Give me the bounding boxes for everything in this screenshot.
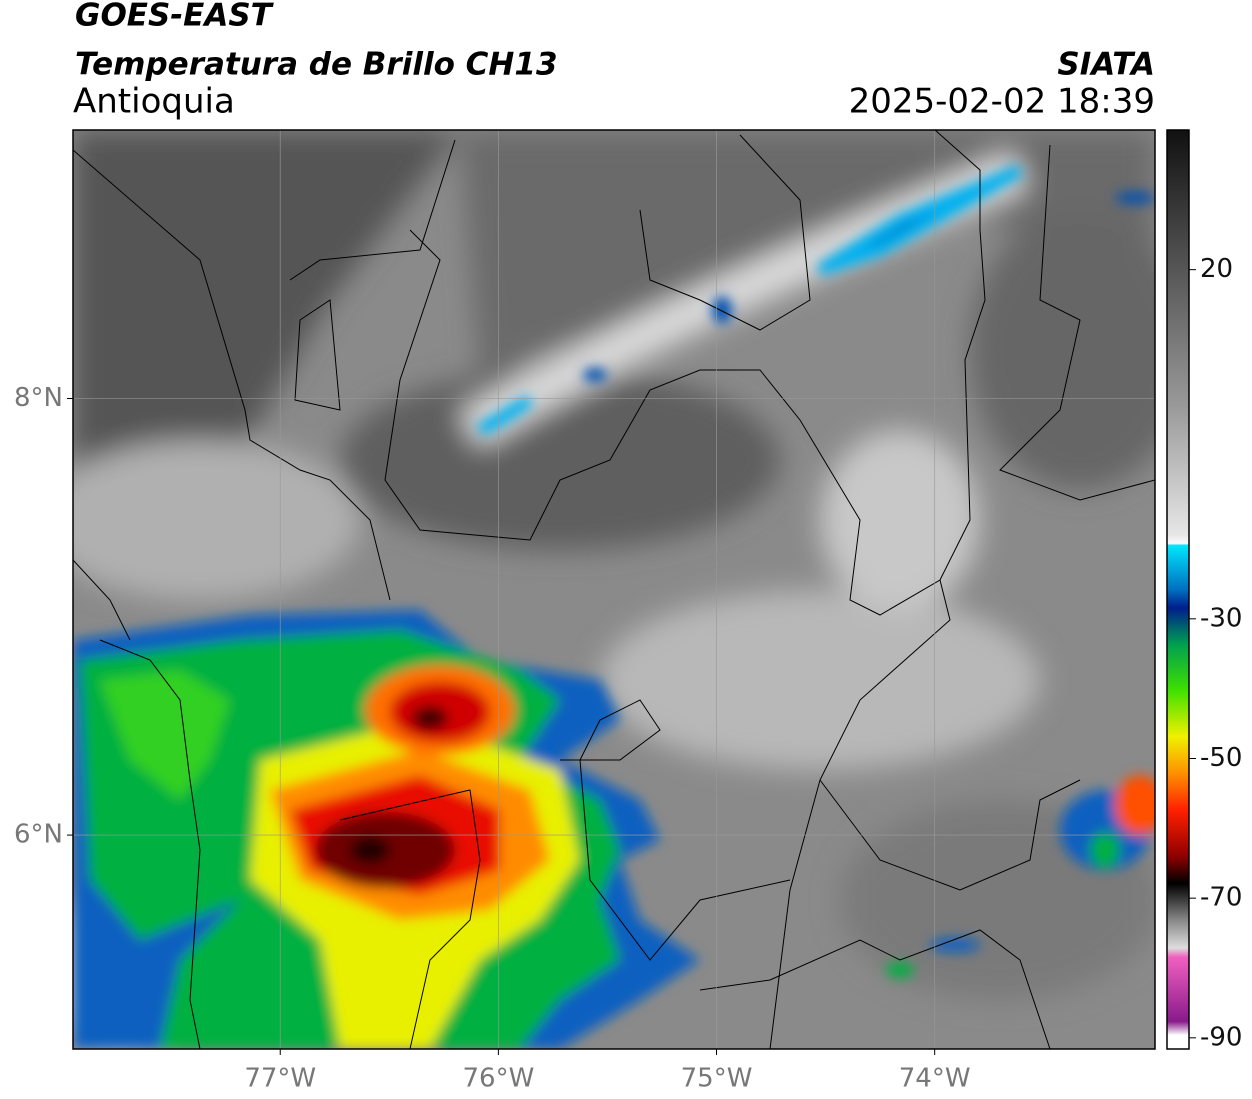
map-frame	[72, 129, 1156, 1050]
region: Antioquia	[73, 82, 235, 122]
graticule	[73, 130, 1155, 1049]
y-tick-label: 6°N	[14, 820, 63, 850]
x-tick-label: 75°W	[681, 1064, 753, 1094]
y-tick-label: 8°N	[14, 383, 63, 413]
colorbar-tick-label: -50	[1200, 743, 1242, 773]
colorbar-tick-label: -30	[1200, 603, 1242, 633]
x-tick-label: 74°W	[899, 1064, 971, 1094]
x-tick-label: 77°W	[244, 1064, 316, 1094]
source: SIATA	[1057, 47, 1155, 83]
colorbar-tick-label: -70	[1200, 883, 1242, 913]
colorbar-tick-label: -90	[1200, 1022, 1242, 1052]
colorbar	[1166, 129, 1190, 1050]
colorbar-tick-label: 20	[1200, 254, 1233, 284]
satellite-image	[73, 130, 1155, 1049]
x-tick-label: 76°W	[462, 1064, 534, 1094]
datetime: 2025-02-02 18:39	[849, 82, 1155, 122]
title: GOES-EAST	[75, 0, 275, 34]
subtitle: Temperatura de Brillo CH13	[75, 47, 558, 83]
